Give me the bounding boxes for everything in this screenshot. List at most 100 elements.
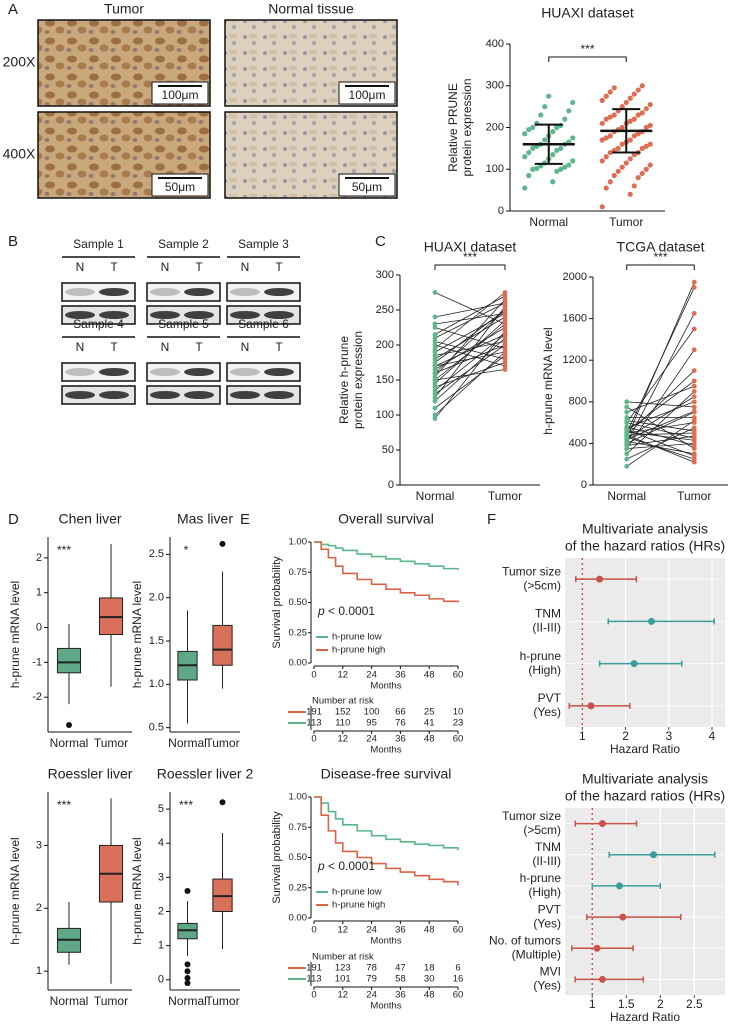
blot (61, 385, 136, 405)
sample-label: Sample 6 (238, 317, 289, 331)
data-point (635, 131, 641, 137)
data-point (550, 129, 556, 135)
y-tick-label: 2 (36, 902, 42, 914)
x-tick-label: Tumor (205, 994, 239, 1008)
risk-count: 41 (424, 718, 435, 729)
x-axis-label: Months (370, 936, 401, 947)
row-label: (High) (528, 663, 561, 677)
pair-line (434, 344, 506, 395)
data-point (502, 307, 508, 313)
y-tick-label: 2 (36, 552, 42, 564)
row-label: h-prune (520, 649, 562, 663)
outlier (184, 968, 191, 975)
data-point (502, 321, 508, 327)
data-point (643, 124, 649, 131)
risk-count: 23 (453, 718, 464, 729)
x-tick-label: 24 (366, 925, 377, 936)
blot-band (230, 368, 260, 376)
data-point (639, 110, 645, 116)
risk-count: 30 (424, 974, 435, 985)
y-tick-label: 300 (376, 269, 394, 281)
data-point (502, 304, 508, 309)
data-point (639, 83, 645, 89)
data-point (566, 162, 572, 168)
risk-count: 191 (306, 963, 322, 974)
data-point (615, 145, 621, 151)
outlier (184, 980, 191, 987)
survival-curve (314, 541, 459, 570)
panel-label: B (8, 233, 18, 250)
blot (146, 385, 221, 405)
lane-label: N (161, 260, 170, 274)
pair-line (434, 313, 506, 325)
data-point (619, 164, 625, 170)
pair-line (626, 436, 695, 460)
y-axis-label: h-prune mRNA level (541, 327, 555, 434)
legend-label: h-prune high (332, 645, 385, 656)
chart-title: HUAXI dataset (424, 239, 517, 255)
blot (226, 362, 301, 382)
panel-label: A (8, 1, 18, 18)
data-point (432, 374, 438, 379)
data-point (432, 367, 438, 372)
lane-label: T (275, 340, 283, 354)
scale-bar-label: 100μm (349, 88, 386, 102)
x-tick-label: 12 (338, 670, 349, 681)
x-tick-label: 2 (657, 997, 664, 1011)
data-point (624, 456, 630, 462)
outlier (184, 961, 191, 968)
data-point (432, 416, 438, 421)
pair-line (626, 385, 695, 413)
data-point (432, 335, 438, 341)
hazard-ratio (587, 702, 595, 710)
data-point (631, 116, 637, 122)
row-label: No. of tumors (489, 933, 561, 947)
column-label: Tumor (104, 1, 144, 17)
x-tick-label: 0 (311, 925, 316, 936)
y-tick-label: 0 (158, 974, 164, 986)
plot-background (565, 808, 725, 995)
blot-band (150, 288, 180, 296)
data-point (432, 363, 438, 369)
data-point (624, 436, 630, 442)
data-point (624, 463, 630, 469)
data-point (432, 353, 438, 358)
x-tick-label: Normal (168, 736, 207, 750)
risk-count: 113 (306, 974, 321, 985)
blot-band (65, 368, 95, 376)
hazard-ratio (598, 975, 606, 983)
data-point (647, 101, 653, 108)
data-point (691, 279, 697, 285)
x-tick-label: Tumor (488, 489, 522, 503)
p-symbol: p (317, 859, 325, 873)
data-point (631, 133, 637, 139)
data-point (432, 339, 438, 344)
data-point (627, 191, 633, 197)
row-label: 200X (3, 54, 36, 70)
data-point (691, 418, 697, 423)
panel-label: D (8, 511, 19, 528)
risk-x-tick-label: 0 (311, 990, 316, 1001)
blot (226, 305, 301, 325)
blot (61, 282, 136, 302)
significance-label: *** (57, 798, 71, 812)
scale-bar-label: 50μm (352, 180, 382, 194)
pair-line (626, 287, 695, 434)
y-tick-label: 1 (36, 965, 42, 977)
y-tick-label: 200 (376, 339, 394, 351)
data-point (691, 368, 697, 373)
pair-line (626, 401, 695, 408)
data-point (635, 87, 641, 93)
x-tick-label: 24 (366, 670, 377, 681)
pair-line (434, 351, 506, 367)
risk-count: 79 (366, 974, 377, 985)
blot-band (99, 288, 129, 296)
x-tick-label: 4 (709, 729, 716, 743)
pair-line (626, 313, 695, 444)
risk-count: 191 (306, 707, 322, 718)
lane-label: T (110, 340, 118, 354)
chart-title: Mas liver (177, 511, 233, 527)
row-label: (Multiple) (512, 947, 561, 961)
x-tick-label: 48 (424, 670, 435, 681)
y-tick-label: 2.0 (149, 592, 164, 604)
